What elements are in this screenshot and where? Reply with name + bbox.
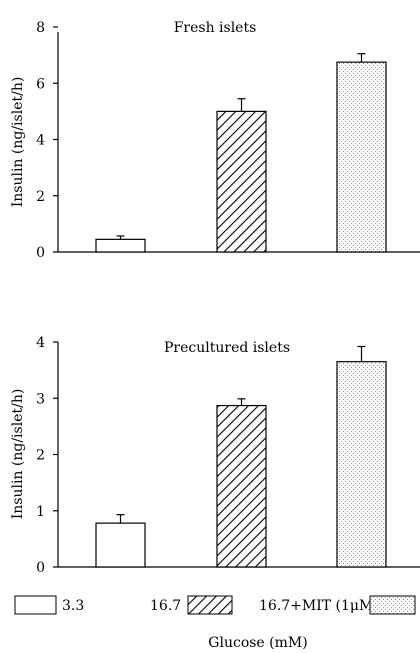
chart-title-precultured: Precultured islets	[164, 340, 290, 356]
y-ticks-precultured: 0 1 2 3 4	[36, 335, 58, 576]
bars-precultured	[95, 345, 387, 568]
y-axis-label-fresh: Insulin (ng/islet/h)	[10, 77, 26, 208]
y-tick-label: 8	[36, 20, 45, 36]
y-axis-label-precultured: Insulin (ng/islet/h)	[10, 389, 26, 520]
chart-title-fresh: Fresh islets	[174, 20, 257, 36]
bar-16-7	[216, 404, 267, 568]
bar-3-3	[95, 522, 146, 568]
y-tick-label: 4	[36, 133, 45, 149]
bar-16-7	[216, 110, 267, 253]
chart-precultured: 0 1 2 3 4 Precultured islets Insulin (ng/isl…	[10, 335, 420, 576]
legend-label-mit: 16.7+MIT (1μM)	[259, 598, 379, 614]
y-ticks-fresh: 0 2 4 6 8	[36, 20, 58, 261]
y-tick-label: 0	[36, 245, 45, 261]
legend-swatch-mit	[369, 595, 416, 615]
chart-fresh: 0 2 4 6 8 Fresh islets Insulin (ng/islet/h)	[10, 20, 420, 261]
legend-swatch-3-3	[14, 595, 57, 615]
y-tick-label: 2	[36, 189, 45, 205]
legend-label-3-3: 3.3	[62, 598, 84, 614]
bar-mit	[336, 61, 387, 253]
y-tick-label: 2	[36, 448, 45, 464]
x-axis-label: Glucose (mM)	[208, 635, 307, 651]
y-tick-label: 0	[36, 560, 45, 576]
y-tick-label: 4	[36, 335, 45, 351]
bar-mit	[336, 361, 387, 568]
legend-label-16-7: 16.7	[150, 598, 181, 614]
legend-swatch-16-7	[187, 595, 233, 615]
legend: 3.3 16.7 16.7+MIT (1μM)	[14, 595, 416, 615]
bars-fresh	[95, 53, 387, 253]
y-tick-label: 1	[36, 504, 45, 520]
bar-3-3	[95, 238, 146, 253]
y-tick-label: 3	[36, 391, 45, 407]
y-tick-label: 6	[36, 76, 45, 92]
